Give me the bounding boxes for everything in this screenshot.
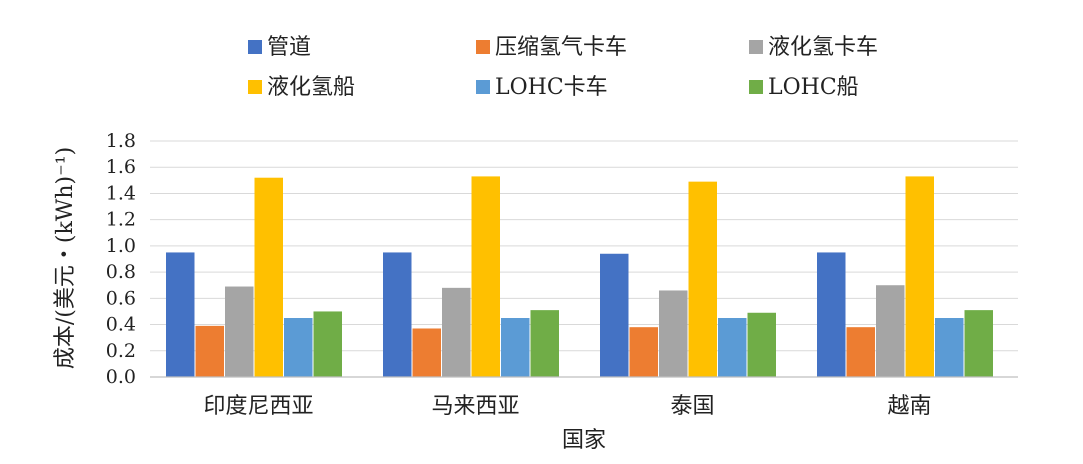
x-category-labels: 印度尼西亚 马来西亚 泰国 越南 xyxy=(203,394,931,419)
y-tick-label: 0.2 xyxy=(106,340,136,362)
bar xyxy=(530,310,559,377)
legend-swatch xyxy=(749,40,763,54)
bar xyxy=(629,327,658,377)
legend-label: 液化氢卡车 xyxy=(768,35,878,60)
bar xyxy=(442,287,471,377)
bar xyxy=(225,286,254,377)
bar xyxy=(876,285,905,377)
x-category-label: 越南 xyxy=(887,394,931,419)
y-tick-label: 1.4 xyxy=(106,182,136,204)
legend-swatch xyxy=(476,80,490,94)
x-category-label: 泰国 xyxy=(670,394,714,419)
y-tick-label: 1.0 xyxy=(106,235,136,257)
bars xyxy=(166,176,993,377)
bar xyxy=(659,290,688,377)
legend-label: 压缩氢气卡车 xyxy=(495,35,627,60)
y-tick-label: 1.8 xyxy=(106,130,136,152)
y-tick-label: 0.0 xyxy=(106,366,136,388)
bar xyxy=(166,252,195,377)
bar xyxy=(195,325,224,377)
legend-swatch xyxy=(749,80,763,94)
bar xyxy=(905,176,934,377)
y-tick-label: 1.6 xyxy=(106,156,136,178)
bar xyxy=(688,181,717,377)
bar xyxy=(313,311,342,377)
bar xyxy=(600,253,629,377)
legend-label: 液化氢船 xyxy=(267,75,355,100)
bar xyxy=(501,318,530,377)
legend-swatch xyxy=(248,40,262,54)
y-axis-title: 成本/(美元・(kWh)⁻¹) xyxy=(53,147,78,369)
bar xyxy=(412,328,441,377)
bar xyxy=(254,177,283,377)
bar xyxy=(383,252,412,377)
bar xyxy=(718,318,747,377)
y-tick-labels: 0.0 0.2 0.4 0.6 0.8 1.0 1.2 1.4 1.6 1.8 xyxy=(106,130,136,388)
legend-label: LOHC船 xyxy=(768,75,859,100)
legend-label: 管道 xyxy=(267,35,311,60)
bar xyxy=(471,176,500,377)
x-category-label: 印度尼西亚 xyxy=(203,394,313,419)
bar xyxy=(284,318,313,377)
x-axis-title: 国家 xyxy=(562,428,606,453)
bar xyxy=(964,310,993,377)
x-category-label: 马来西亚 xyxy=(431,394,519,419)
legend-swatch xyxy=(476,40,490,54)
bar xyxy=(817,252,846,377)
y-tick-label: 0.4 xyxy=(106,314,136,336)
y-tick-label: 1.2 xyxy=(106,209,136,231)
legend-swatch xyxy=(248,80,262,94)
bar xyxy=(935,318,964,377)
y-tick-label: 0.8 xyxy=(106,261,136,283)
bar xyxy=(747,312,776,377)
legend-label: LOHC卡车 xyxy=(495,75,608,100)
y-tick-label: 0.6 xyxy=(106,287,136,309)
bar xyxy=(846,327,875,377)
